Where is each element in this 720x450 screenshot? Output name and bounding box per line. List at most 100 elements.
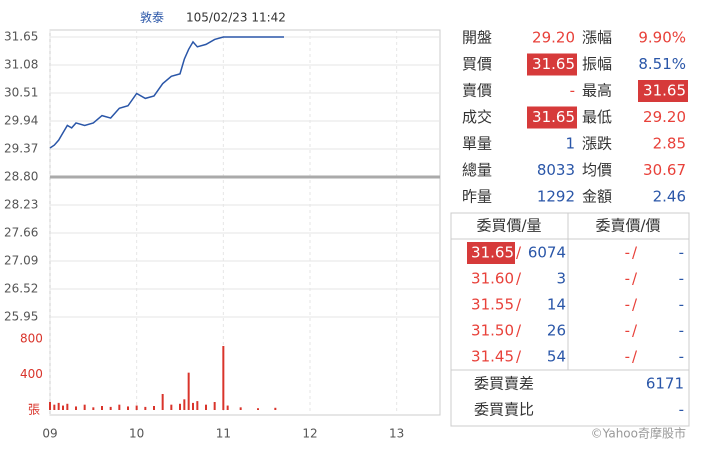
volume-bar (101, 406, 103, 410)
x-tick-label: 10 (129, 427, 144, 441)
separator: / (632, 270, 638, 288)
stock-name: 敦泰 (140, 10, 164, 25)
quote-label: 單量 (462, 135, 492, 153)
plot-frame (49, 29, 441, 416)
ask-price: - (625, 348, 630, 366)
volume-bar (75, 406, 77, 410)
bid-price: 31.60 (471, 270, 514, 288)
quote-value: 31.65 (532, 55, 575, 73)
quote-value: 8033 (537, 161, 575, 179)
price-line (49, 36, 284, 149)
highlight (527, 106, 577, 129)
quote-value: 30.67 (643, 161, 686, 179)
copyright: ©Yahoo奇摩股市 (591, 426, 686, 441)
quote-value: 9.90% (638, 29, 686, 47)
volume-bar (161, 394, 164, 410)
volume-bar (205, 404, 207, 410)
volume-bar (118, 404, 121, 410)
highlight (467, 242, 515, 264)
y-tick-label: 400 (20, 367, 43, 381)
x-tick-label: 13 (389, 427, 404, 441)
footer-value: 6171 (646, 375, 684, 393)
y-tick-label: 25.95 (4, 310, 38, 324)
quote-value: 29.20 (643, 108, 686, 126)
quote-label: 昨量 (462, 188, 492, 206)
y-tick-label: 27.09 (4, 254, 38, 268)
ask-price: - (625, 270, 630, 288)
quote-label: 總量 (462, 161, 492, 179)
y-tick-label: 30.51 (4, 86, 38, 100)
volume-bar (144, 406, 147, 410)
volume-bar (179, 403, 181, 410)
y-tick-label: 27.66 (4, 226, 38, 240)
bid-qty: 3 (556, 270, 566, 288)
volume-bar (153, 406, 155, 410)
separator: / (516, 296, 522, 314)
quote-value: 2.85 (653, 135, 686, 153)
separator: / (516, 244, 522, 262)
ask-qty: - (679, 348, 684, 366)
volume-bar (239, 407, 242, 410)
volume-bar (213, 402, 216, 410)
ask-qty: - (679, 296, 684, 314)
quote-label: 金額 (582, 188, 612, 206)
bid-price: 31.65 (471, 244, 514, 262)
footer-label: 委買賣差 (474, 375, 534, 393)
volume-bar (257, 408, 259, 410)
quote-label: 最低 (582, 108, 612, 126)
volume-bar (183, 399, 186, 410)
quote-label: 最高 (582, 82, 612, 100)
volume-bar (92, 407, 95, 410)
quote-label: 振幅 (582, 55, 612, 73)
quote-value: 29.20 (532, 29, 575, 47)
volume-bar (192, 402, 194, 410)
quote-time: 105/02/23 11:42 (186, 11, 286, 25)
y-tick-label: 28.80 (4, 170, 38, 184)
x-tick-label: 12 (302, 427, 317, 441)
quote-label: 開盤 (462, 29, 492, 47)
volume-bar (274, 407, 277, 410)
volume-bar (66, 403, 69, 410)
ask-qty: - (679, 244, 684, 262)
volume-bar (170, 404, 173, 410)
separator: / (632, 322, 638, 340)
volume-bar (222, 346, 225, 410)
quote-label: 均價 (582, 161, 612, 179)
volume-bar (49, 402, 51, 410)
y-tick-label: 800 (20, 331, 43, 345)
quote-value: 1292 (537, 188, 575, 206)
orderbook-frame (450, 212, 690, 427)
highlight (527, 53, 577, 76)
ask-qty: - (679, 322, 684, 340)
quote-value: 2.46 (653, 188, 686, 206)
bid-qty: 6074 (528, 244, 566, 262)
y-tick-label: 28.23 (4, 198, 38, 212)
quote-label: 漲幅 (582, 29, 612, 47)
separator: / (516, 348, 522, 366)
orderbook-header: 委買價/量 (476, 217, 541, 235)
volume-unit: 張 (28, 403, 40, 417)
bid-price: 31.50 (471, 322, 514, 340)
ask-qty: - (679, 270, 684, 288)
volume-bar (196, 401, 199, 410)
footer-label: 委買賣比 (474, 401, 534, 419)
y-tick-label: 29.37 (4, 142, 38, 156)
x-tick-label: 11 (216, 427, 231, 441)
orderbook-header: 委賣價/價 (595, 217, 660, 235)
y-tick-label: 31.65 (4, 30, 38, 44)
volume-bar (187, 372, 190, 410)
volume-bar (83, 404, 86, 410)
bid-price: 31.55 (471, 296, 514, 314)
quote-label: 漲跌 (582, 135, 612, 153)
separator: / (516, 270, 522, 288)
bid-qty: 54 (547, 348, 566, 366)
quote-value: 1 (565, 135, 575, 153)
quote-label: 買價 (462, 55, 492, 73)
separator: / (632, 244, 638, 262)
y-tick-label: 26.52 (4, 282, 38, 296)
separator: / (516, 322, 522, 340)
ask-price: - (625, 322, 630, 340)
volume-bar (135, 405, 138, 410)
quote-label: 成交 (462, 108, 492, 126)
